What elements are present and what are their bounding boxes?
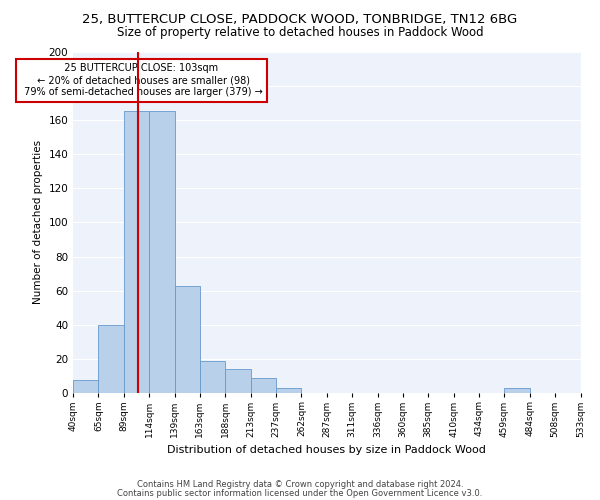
Bar <box>149 112 175 394</box>
Bar <box>98 325 124 394</box>
Bar <box>200 361 226 394</box>
X-axis label: Distribution of detached houses by size in Paddock Wood: Distribution of detached houses by size … <box>167 445 486 455</box>
Bar <box>73 380 98 394</box>
Y-axis label: Number of detached properties: Number of detached properties <box>33 140 43 304</box>
Text: 25, BUTTERCUP CLOSE, PADDOCK WOOD, TONBRIDGE, TN12 6BG: 25, BUTTERCUP CLOSE, PADDOCK WOOD, TONBR… <box>82 12 518 26</box>
Text: Contains public sector information licensed under the Open Government Licence v3: Contains public sector information licen… <box>118 489 482 498</box>
Text: Size of property relative to detached houses in Paddock Wood: Size of property relative to detached ho… <box>116 26 484 39</box>
Bar <box>175 286 200 394</box>
Text: Contains HM Land Registry data © Crown copyright and database right 2024.: Contains HM Land Registry data © Crown c… <box>137 480 463 489</box>
Bar <box>124 112 149 394</box>
Bar <box>251 378 276 394</box>
Bar <box>276 388 301 394</box>
Bar <box>505 388 530 394</box>
Bar <box>226 370 251 394</box>
Text: 25 BUTTERCUP CLOSE: 103sqm  
 ← 20% of detached houses are smaller (98)
 79% of : 25 BUTTERCUP CLOSE: 103sqm ← 20% of deta… <box>21 64 262 96</box>
